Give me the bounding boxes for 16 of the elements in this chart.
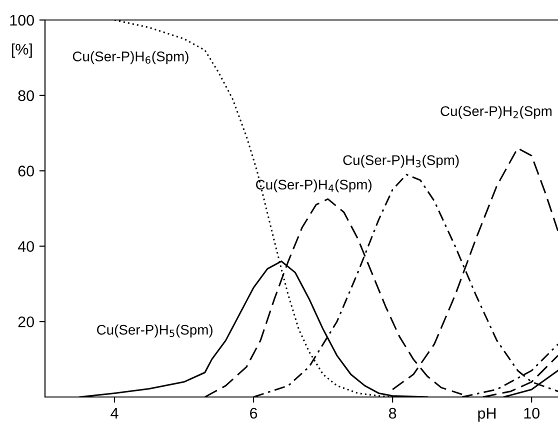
y-tick-label: 20 xyxy=(18,316,34,328)
annotation: Cu(Ser-P)H$_{5}$(Spm) xyxy=(97,324,212,338)
annotation: Cu(Ser-P)H$_{6}$(Spm) xyxy=(72,51,188,64)
x-tick-label: 4 xyxy=(110,408,118,418)
x-axis-title: pH xyxy=(478,408,496,422)
y-tick-label: 80 xyxy=(18,90,34,102)
x-tick-label: 10 xyxy=(524,408,540,419)
x-tick-label: 6 xyxy=(250,408,258,419)
x-tick-label: 8 xyxy=(388,408,396,419)
y-axis-title: [%] xyxy=(12,43,32,58)
y-tick-label: 40 xyxy=(18,241,34,252)
y-tick-label: 60 xyxy=(18,166,34,176)
annotation: Cu(Ser-P)H$_{3}$(Spm) xyxy=(343,154,459,168)
annotation: Cu(Ser-P)H$_{4}$(Spm) xyxy=(256,179,372,192)
annotation: Cu(Ser-P)H$_{2}$(Spm xyxy=(440,106,552,119)
y-tick-label: 100 xyxy=(10,14,34,26)
